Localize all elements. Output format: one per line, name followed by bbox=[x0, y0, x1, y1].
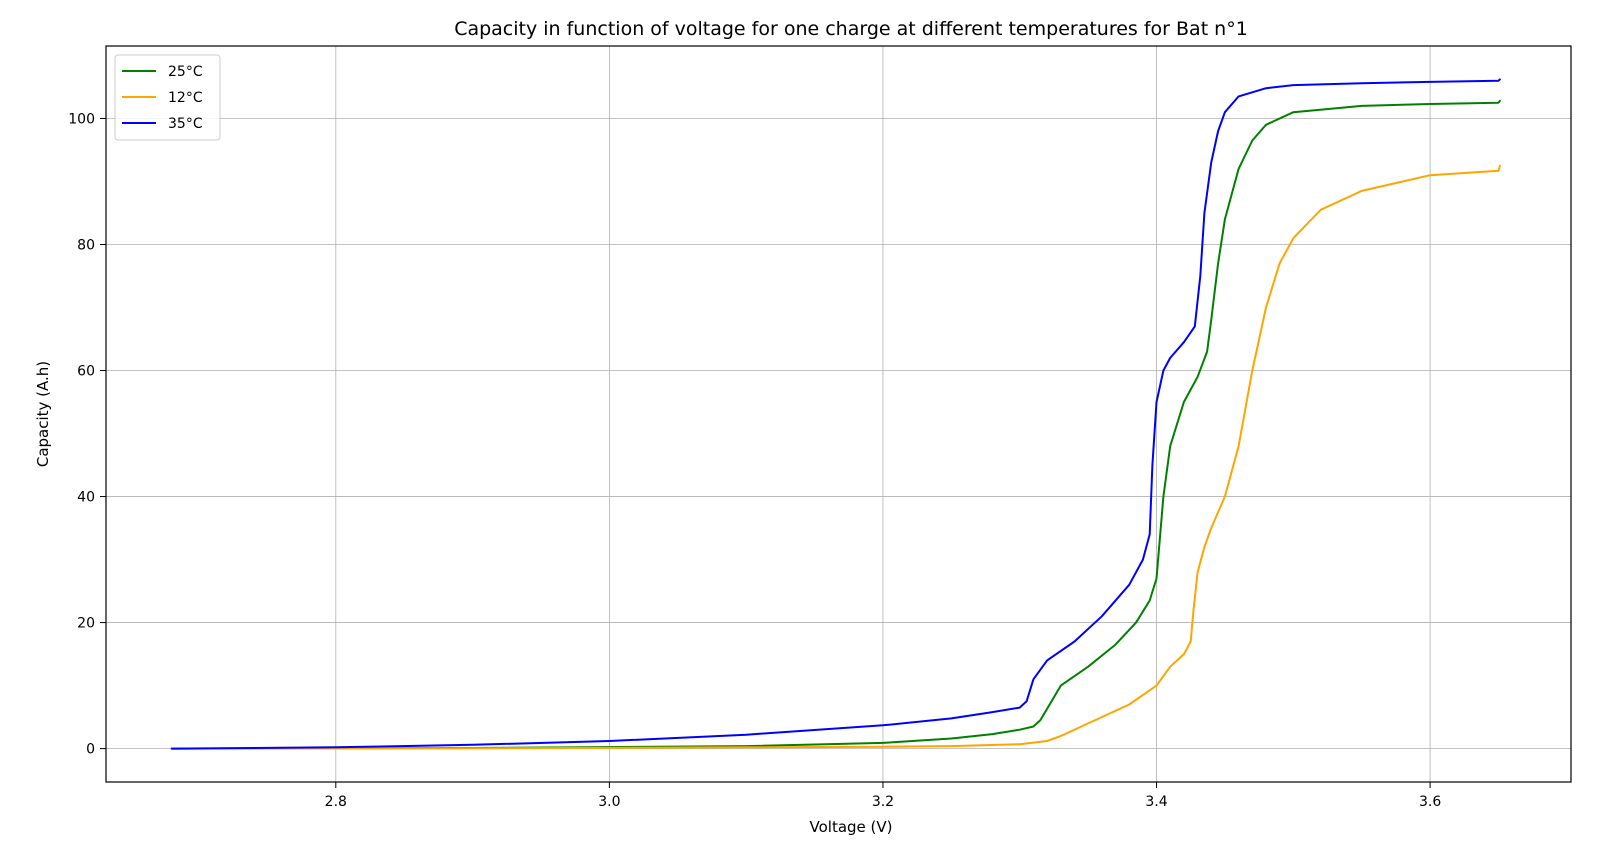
series-line bbox=[170, 164, 1501, 750]
x-tick-label: 3.6 bbox=[1419, 794, 1441, 810]
y-axis: 0 20 40 60 80 100 bbox=[68, 111, 106, 758]
y-tick-label: 20 bbox=[77, 616, 95, 632]
plot-frame bbox=[105, 45, 1572, 783]
x-tick-label: 3.2 bbox=[872, 794, 894, 810]
x-tick-label: 3.4 bbox=[1145, 794, 1167, 810]
y-tick-label: 80 bbox=[77, 237, 95, 253]
y-tick-label: 100 bbox=[68, 111, 95, 127]
legend: 25°C 12°C 35°C bbox=[114, 54, 221, 141]
legend-box bbox=[114, 54, 221, 141]
x-axis: 2.8 3.0 3.2 3.4 3.6 bbox=[325, 782, 1441, 810]
series-group bbox=[170, 78, 1501, 750]
x-axis-label: Voltage (V) bbox=[810, 818, 893, 836]
legend-label: 35°C bbox=[168, 116, 203, 132]
x-tick-label: 3.0 bbox=[598, 794, 620, 810]
x-tick-label: 2.8 bbox=[325, 794, 347, 810]
chart-title: Capacity in function of voltage for one … bbox=[454, 18, 1248, 40]
legend-label: 12°C bbox=[168, 90, 203, 106]
y-tick-label: 60 bbox=[77, 364, 95, 380]
y-tick-label: 40 bbox=[77, 490, 95, 506]
y-tick-label: 0 bbox=[86, 742, 95, 758]
legend-items: 25°C 12°C 35°C bbox=[122, 64, 203, 132]
y-axis-label: Capacity (A.h) bbox=[34, 361, 52, 467]
series-line bbox=[170, 99, 1501, 750]
series-line bbox=[170, 78, 1501, 750]
legend-label: 25°C bbox=[168, 64, 203, 80]
